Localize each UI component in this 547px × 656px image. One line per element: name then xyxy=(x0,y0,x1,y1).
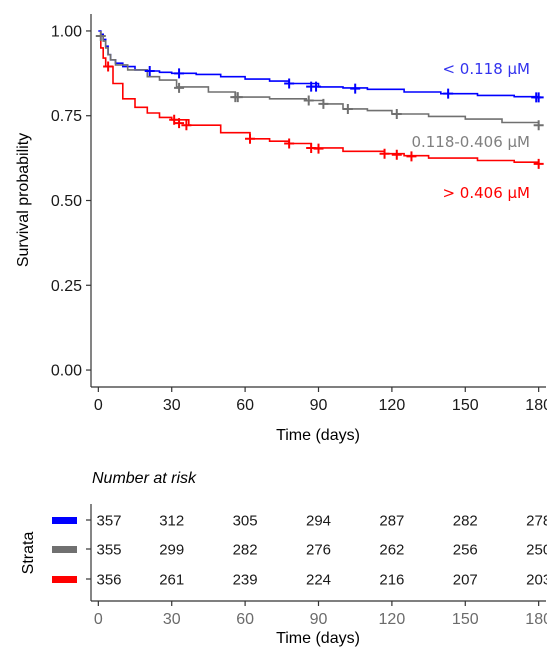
y-tick-label: 0.00 xyxy=(51,363,82,380)
risk-cell: 262 xyxy=(379,542,404,559)
risk-cell: 256 xyxy=(453,542,478,559)
risk-cell: 203 xyxy=(526,572,547,589)
risk-cells: 357 312 305 294 287 282 278 355 299 282 276 262 256 2… xyxy=(96,513,547,589)
risk-cell: 305 xyxy=(233,513,258,530)
strata-swatch xyxy=(52,517,77,524)
censor-mark xyxy=(443,88,454,99)
curve-label-high: > 0.406 µM xyxy=(442,184,530,202)
censor-mark xyxy=(284,78,295,89)
x-tick-label: 120 xyxy=(379,397,406,414)
risk-x-tick-label: 120 xyxy=(379,611,406,628)
y-tick-label: 1.00 xyxy=(51,23,82,40)
y-axis-title: Survival probability xyxy=(15,133,32,267)
censor-mark xyxy=(181,120,192,131)
censor-mark xyxy=(144,65,155,76)
x-tick-label: 90 xyxy=(310,397,328,414)
y-tick-label: 0.50 xyxy=(51,193,82,210)
y-axis-ticks: 0.00 0.25 0.50 0.75 1.00 xyxy=(51,23,91,380)
curve-label-mid: 0.118-0.406 µM xyxy=(411,133,530,151)
risk-cell: 356 xyxy=(96,572,121,589)
survival-plot: 0.00 0.25 0.50 0.75 1.00 0 30 60 90 120 150 180 Su… xyxy=(15,14,547,444)
censor-mark xyxy=(533,92,544,103)
risk-table: Number at risk Strata 357 312 305 294 287 282… xyxy=(20,470,547,647)
risk-table-title: Number at risk xyxy=(92,470,197,487)
risk-x-tick-label: 0 xyxy=(94,611,103,628)
risk-x-tick-label: 90 xyxy=(310,611,328,628)
censor-mark xyxy=(232,92,243,103)
censor-mark xyxy=(406,151,417,162)
risk-cell: 294 xyxy=(306,513,331,530)
survival-curve-1 xyxy=(98,35,540,126)
x-tick-label: 180 xyxy=(525,397,547,414)
censor-mark xyxy=(342,103,353,114)
censor-mark xyxy=(95,31,106,42)
x-axis-title: Time (days) xyxy=(276,427,360,444)
risk-table-x-title: Time (days) xyxy=(276,630,360,647)
x-tick-label: 150 xyxy=(452,397,479,414)
curve-label-low: < 0.118 µM xyxy=(442,60,530,78)
risk-x-tick-label: 180 xyxy=(525,611,547,628)
x-tick-label: 30 xyxy=(163,397,181,414)
risk-x-tick-label: 150 xyxy=(452,611,479,628)
risk-x-tick-label: 60 xyxy=(236,611,254,628)
survival-curves xyxy=(98,30,540,164)
censor-mark xyxy=(284,138,295,149)
x-tick-label: 0 xyxy=(94,397,103,414)
censor-mark xyxy=(174,118,185,129)
risk-cell: 276 xyxy=(306,542,331,559)
censor-mark xyxy=(318,98,329,109)
censor-mark xyxy=(311,81,322,92)
y-tick-label: 0.25 xyxy=(51,278,82,295)
censor-mark xyxy=(303,95,314,106)
risk-cell: 239 xyxy=(233,572,258,589)
risk-cell: 250 xyxy=(526,542,547,559)
censor-marks xyxy=(95,31,544,169)
strata-swatch xyxy=(52,546,77,553)
survival-curve-2 xyxy=(98,35,540,164)
risk-cell: 355 xyxy=(96,542,121,559)
censor-mark xyxy=(245,133,256,144)
strata-label: Strata xyxy=(20,532,37,575)
risk-table-x-ticks: 0 30 60 90 120 150 180 xyxy=(94,601,547,628)
censor-mark xyxy=(533,120,544,131)
censor-mark xyxy=(174,68,185,79)
risk-cell: 261 xyxy=(159,572,184,589)
risk-cell: 282 xyxy=(233,542,258,559)
risk-cell: 278 xyxy=(526,513,547,530)
censor-mark xyxy=(103,61,114,72)
risk-cell: 312 xyxy=(159,513,184,530)
risk-cell: 207 xyxy=(453,572,478,589)
censor-mark xyxy=(533,158,544,169)
censor-mark xyxy=(313,143,324,154)
censor-mark xyxy=(174,82,185,93)
risk-cell: 224 xyxy=(306,572,331,589)
risk-cell: 357 xyxy=(96,513,121,530)
risk-cell: 299 xyxy=(159,542,184,559)
risk-cell: 287 xyxy=(379,513,404,530)
censor-mark xyxy=(391,149,402,160)
censor-mark xyxy=(379,148,390,159)
risk-cell: 216 xyxy=(379,572,404,589)
strata-swatch xyxy=(52,576,77,583)
risk-cell: 282 xyxy=(453,513,478,530)
censor-mark xyxy=(350,83,361,94)
y-tick-label: 0.75 xyxy=(51,108,82,125)
censor-mark xyxy=(391,109,402,120)
x-axis-ticks: 0 30 60 90 120 150 180 xyxy=(94,387,547,414)
strata-swatches xyxy=(52,517,91,583)
risk-x-tick-label: 30 xyxy=(163,611,181,628)
x-tick-label: 60 xyxy=(236,397,254,414)
